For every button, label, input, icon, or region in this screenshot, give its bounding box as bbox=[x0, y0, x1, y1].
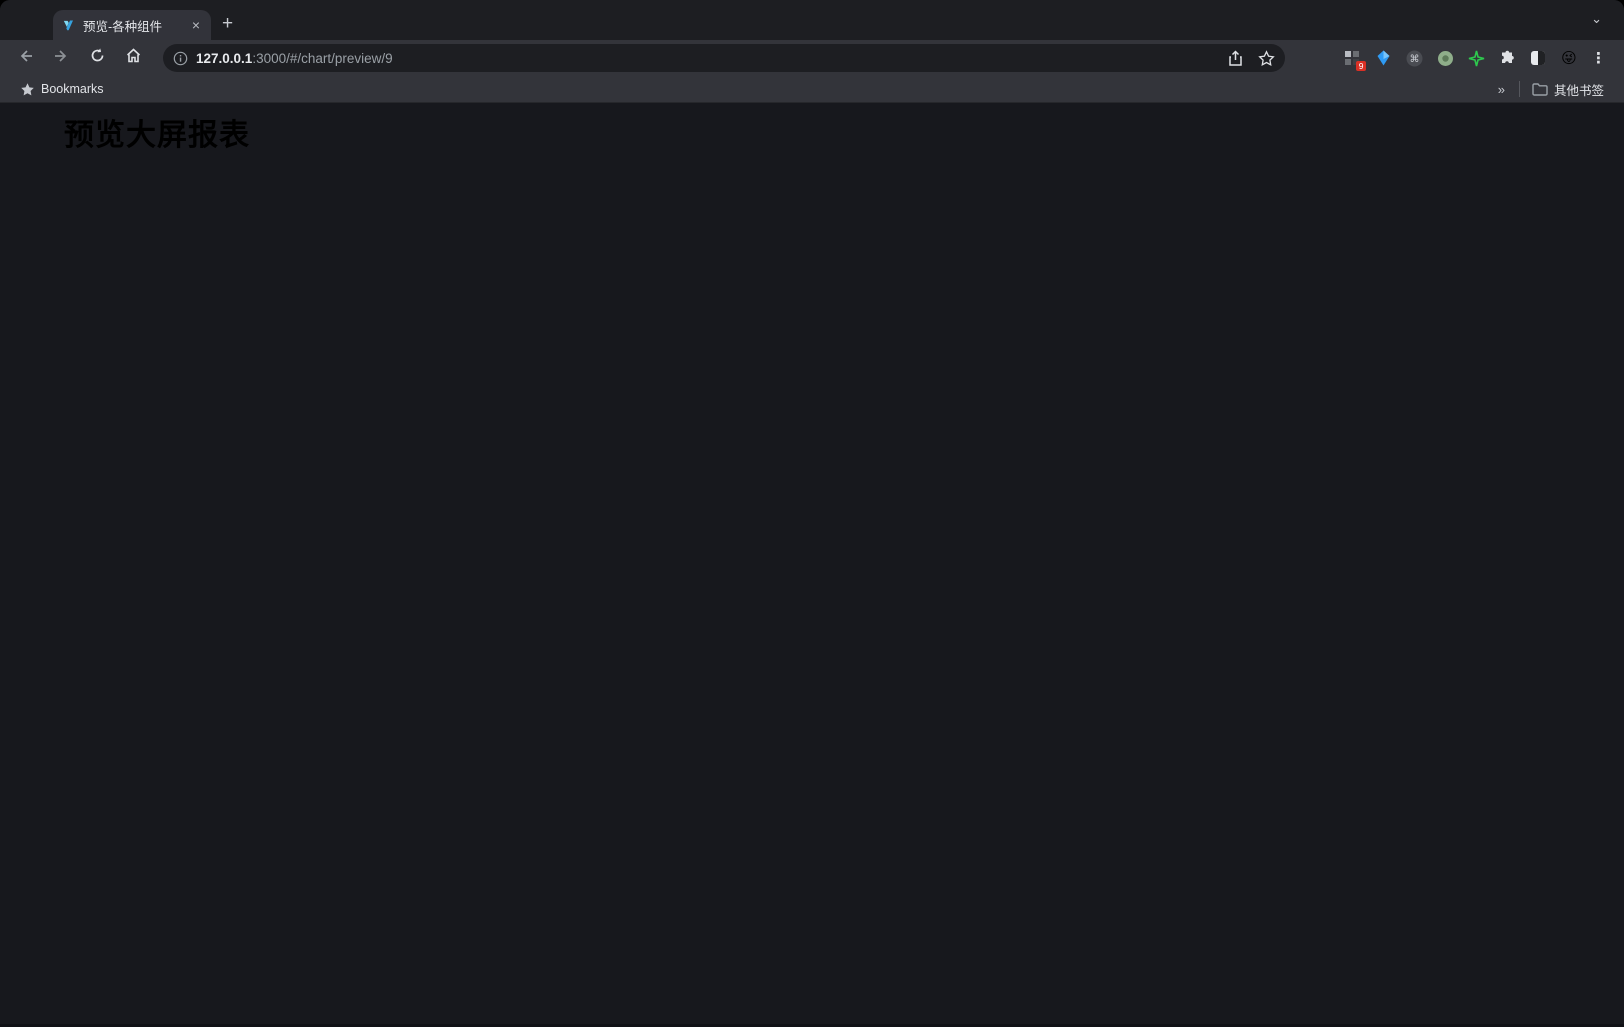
bookmarks-bar: Bookmarks » 其他书签 bbox=[0, 76, 1624, 103]
extension-darkreader-icon[interactable] bbox=[1529, 49, 1547, 67]
tab-title: 预览-各种组件 bbox=[83, 19, 163, 34]
extension-command-icon[interactable]: ⌘ bbox=[1405, 49, 1423, 67]
reload-button[interactable] bbox=[86, 47, 108, 69]
extension-kite-icon[interactable] bbox=[1374, 49, 1392, 67]
bookmark-star-icon[interactable] bbox=[1258, 49, 1275, 67]
dashboard-page: 预览大屏报表 bbox=[0, 103, 1624, 1027]
url-text[interactable]: 127.0.0.1:3000/#/chart/preview/9 bbox=[196, 51, 1227, 66]
page-title: 预览大屏报表 bbox=[64, 119, 250, 152]
folder-icon bbox=[1532, 82, 1548, 96]
other-bookmarks-label: 其他书签 bbox=[1553, 83, 1604, 98]
extension-badge: 9 bbox=[1356, 61, 1366, 71]
tab-search-chevron-icon[interactable]: ⌄ bbox=[1591, 11, 1602, 26]
back-button[interactable] bbox=[14, 48, 36, 69]
browser-menu-icon[interactable]: ⋮ bbox=[1591, 50, 1606, 67]
new-tab-button[interactable]: + bbox=[222, 13, 234, 34]
close-window-button[interactable] bbox=[12, 15, 23, 26]
profile-avatar[interactable]: 😜 bbox=[1561, 50, 1577, 67]
bookmarks-label[interactable]: Bookmarks bbox=[41, 82, 104, 96]
other-bookmarks-folder[interactable]: 其他书签 bbox=[1532, 80, 1604, 99]
browser-tab[interactable]: 预览-各种组件 × bbox=[53, 10, 211, 40]
url-path: :3000/#/chart/preview/9 bbox=[252, 50, 393, 66]
minimize-window-button[interactable] bbox=[31, 15, 42, 26]
tab-close-icon[interactable]: × bbox=[191, 17, 200, 33]
forward-button[interactable] bbox=[50, 48, 72, 69]
extension-green-dot-icon[interactable] bbox=[1436, 49, 1454, 67]
share-icon[interactable] bbox=[1227, 49, 1244, 67]
svg-text:⌘: ⌘ bbox=[1409, 54, 1419, 65]
home-button[interactable] bbox=[122, 47, 144, 69]
site-info-icon[interactable] bbox=[173, 51, 188, 66]
address-bar[interactable]: 127.0.0.1:3000/#/chart/preview/9 bbox=[163, 44, 1285, 72]
extension-green-star-icon[interactable] bbox=[1467, 49, 1485, 67]
tab-strip: 预览-各种组件 × + ⌄ bbox=[0, 0, 1624, 40]
url-host: 127.0.0.1 bbox=[196, 50, 253, 66]
extensions-puzzle-icon[interactable] bbox=[1498, 49, 1516, 67]
browser-toolbar: 127.0.0.1:3000/#/chart/preview/9 9 ⌘ bbox=[0, 40, 1624, 76]
bookmarks-separator bbox=[1518, 81, 1520, 97]
tab-favicon bbox=[63, 19, 73, 30]
bookmarks-overflow-chevron[interactable]: » bbox=[1497, 81, 1505, 97]
bookmarks-star-icon bbox=[21, 82, 34, 95]
extension-screenshot-icon[interactable]: 9 bbox=[1343, 49, 1366, 71]
